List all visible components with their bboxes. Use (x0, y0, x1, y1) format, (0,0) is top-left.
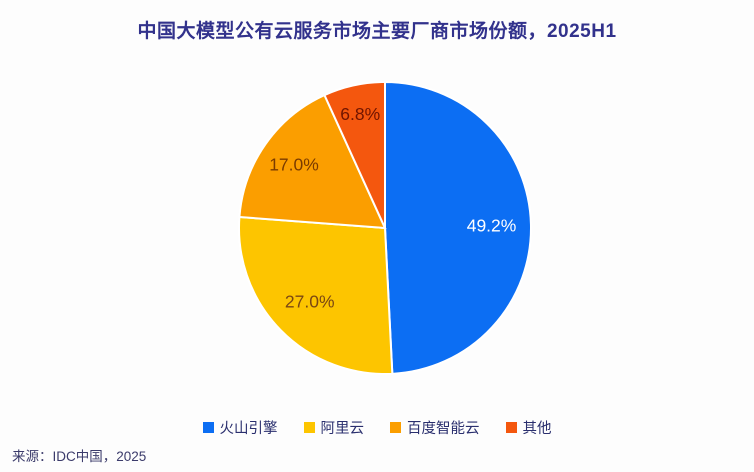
legend-swatch-aliyun (303, 422, 315, 433)
legend-label: 火山引擎 (219, 421, 278, 437)
pie-slice-2 (238, 215, 394, 375)
pie-slice-label: 17.0% (269, 154, 319, 174)
legend-swatch-other (505, 422, 517, 433)
pie-slice-3 (238, 93, 387, 230)
pie-slice-1 (384, 80, 533, 375)
legend-swatch-baidu (390, 422, 401, 433)
pie-chart: 49.2% 27.0% 17.0% 6.8% (235, 78, 535, 378)
legend-item-baidu: 百度智能云 (390, 417, 480, 438)
chart-title: 中国大模型公有云服务市场主要厂商市场份额，2025H1 (137, 21, 617, 42)
legend-item-aliyun: 阿里云 (303, 417, 365, 438)
legend-swatch-huoshan (202, 422, 214, 433)
legend-label: 百度智能云 (407, 421, 480, 437)
legend: 火山引擎 阿里云 百度智能云 其他 (0, 417, 754, 438)
pie-slice-label: 6.8% (340, 104, 380, 124)
pie-slice-label: 27.0% (285, 291, 335, 311)
legend-label: 阿里云 (320, 421, 365, 437)
pie-slice-label: 49.2% (467, 215, 517, 235)
legend-item-other: 其他 (505, 417, 552, 438)
pie-svg: 49.2% 27.0% 17.0% 6.8% (238, 80, 533, 375)
legend-item-huoshan: 火山引擎 (202, 417, 278, 438)
pie-slice-4 (323, 80, 386, 229)
legend-label: 其他 (522, 421, 552, 437)
source-note: 来源：IDC中国，2025 (12, 449, 147, 464)
